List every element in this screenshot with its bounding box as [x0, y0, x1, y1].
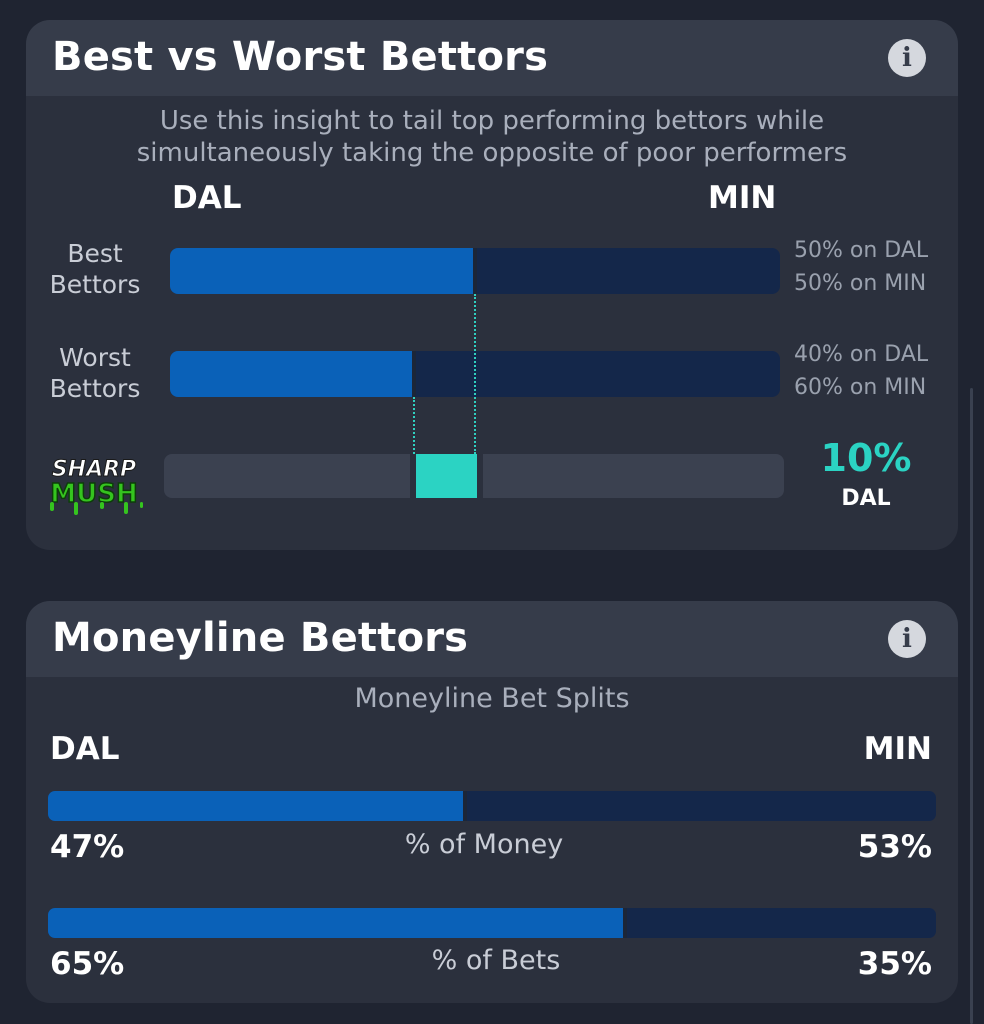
card-subtitle: Use this insight to tail top performing …: [26, 105, 958, 169]
logo-bottom-text: MUSH: [50, 479, 137, 509]
money-label: % of Money: [404, 829, 564, 860]
team-right-label: MIN: [863, 731, 932, 767]
split-dal-text: 40% on DAL: [794, 342, 929, 367]
moneyline-subtitle: Moneyline Bet Splits: [354, 683, 630, 714]
card-header: Moneyline Bettors i: [26, 601, 958, 677]
bets-label: % of Bets: [431, 945, 561, 976]
dal-fill: [48, 791, 465, 821]
team-right-label: MIN: [708, 180, 777, 216]
scrollbar[interactable]: [970, 388, 973, 1024]
best-bettors-label: Best Bettors: [30, 238, 160, 300]
card-title: Best vs Worst Bettors: [52, 34, 549, 80]
logo-top-text: SHARP: [52, 457, 136, 482]
best-vs-worst-card: Best vs Worst Bettors i Use this insight…: [26, 20, 958, 550]
card-title: Moneyline Bettors: [52, 615, 469, 661]
bar-divider: [463, 791, 467, 821]
dal-fill: [48, 908, 625, 938]
worst-bettors-label: Worst Bettors: [30, 342, 160, 404]
dal-fill: [170, 351, 414, 397]
best-bettors-bar: [170, 248, 780, 294]
bar-divider: [623, 908, 627, 938]
team-left-label: DAL: [172, 180, 242, 216]
sharp-mush-logo: SHARP MUSH: [50, 457, 143, 515]
track-gap: [477, 454, 483, 498]
sharp-mush-difference-track: [164, 454, 784, 498]
money-split-bar: [48, 791, 936, 821]
label-line: Best: [67, 239, 123, 268]
label-line: Worst: [59, 343, 131, 372]
info-icon[interactable]: i: [888, 620, 926, 658]
worst-bettors-guide-line: [413, 397, 415, 454]
bar-divider: [473, 248, 477, 294]
label-line: Bettors: [49, 374, 141, 403]
worst-bettors-split: 40% on DAL 60% on MIN: [794, 338, 928, 404]
split-min-text: 60% on MIN: [794, 375, 927, 400]
moneyline-card: Moneyline Bettors i Moneyline Bet Splits…: [26, 601, 958, 1003]
bar-divider: [412, 351, 416, 397]
label-line: Bettors: [49, 270, 141, 299]
card-header: Best vs Worst Bettors i: [26, 20, 958, 96]
bets-min-percent: 35%: [857, 946, 932, 982]
money-min-percent: 53%: [857, 829, 932, 865]
track-gap: [410, 454, 416, 498]
money-dal-percent: 47%: [50, 829, 125, 865]
subtitle-line-1: Use this insight to tail top performing …: [159, 106, 825, 136]
difference-team: DAL: [841, 486, 891, 511]
difference-percent: 10%: [820, 436, 912, 480]
best-bettors-guide-line: [474, 294, 476, 454]
split-dal-text: 50% on DAL: [794, 238, 929, 263]
bets-split-bar: [48, 908, 936, 938]
info-icon[interactable]: i: [888, 39, 926, 77]
sharp-mush-difference-fill: [416, 454, 477, 498]
team-left-label: DAL: [50, 731, 120, 767]
best-bettors-split: 50% on DAL 50% on MIN: [794, 234, 928, 300]
bets-dal-percent: 65%: [50, 946, 125, 982]
split-min-text: 50% on MIN: [794, 271, 927, 296]
subtitle-line-2: simultaneously taking the opposite of po…: [136, 138, 848, 168]
dal-fill: [170, 248, 475, 294]
